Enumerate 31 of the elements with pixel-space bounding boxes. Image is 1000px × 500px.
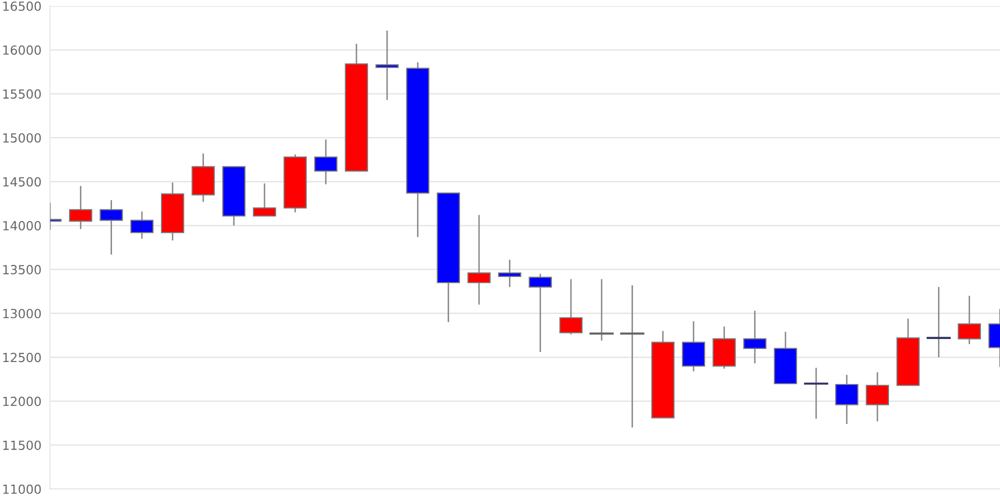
candlestick [958, 295, 981, 345]
candlestick [498, 259, 522, 288]
y-tick-label: 16500 [3, 1, 41, 11]
candlestick [252, 182, 276, 217]
y-tick-label: 16000 [3, 45, 41, 55]
candlestick [100, 199, 123, 256]
candlestick [376, 30, 399, 101]
candlestick [559, 278, 583, 336]
candlestick [467, 214, 491, 306]
y-tick-label: 14500 [3, 177, 41, 187]
candlestick [866, 372, 890, 422]
y-tick-label: 12000 [3, 396, 41, 406]
candlestick [620, 284, 644, 428]
candlestick [528, 273, 552, 353]
y-tick-label: 13500 [3, 264, 41, 274]
candlestick [130, 210, 154, 240]
candlestick [69, 185, 92, 230]
candlestick [314, 138, 338, 185]
candlestick [804, 367, 828, 420]
candlestick [835, 374, 858, 425]
candlestick [926, 286, 951, 358]
candlestick [682, 320, 706, 372]
y-tick-label: 12500 [3, 352, 41, 362]
candlestick [743, 310, 766, 364]
y-tick-label: 11500 [3, 440, 41, 450]
candlestick [590, 278, 614, 342]
y-tick-label: 15000 [3, 133, 41, 143]
y-tick-label: 11000 [3, 484, 41, 494]
y-tick-label: 14000 [3, 221, 41, 230]
y-tick-label: 13000 [3, 308, 41, 318]
y-tick-label: 15500 [3, 89, 41, 99]
